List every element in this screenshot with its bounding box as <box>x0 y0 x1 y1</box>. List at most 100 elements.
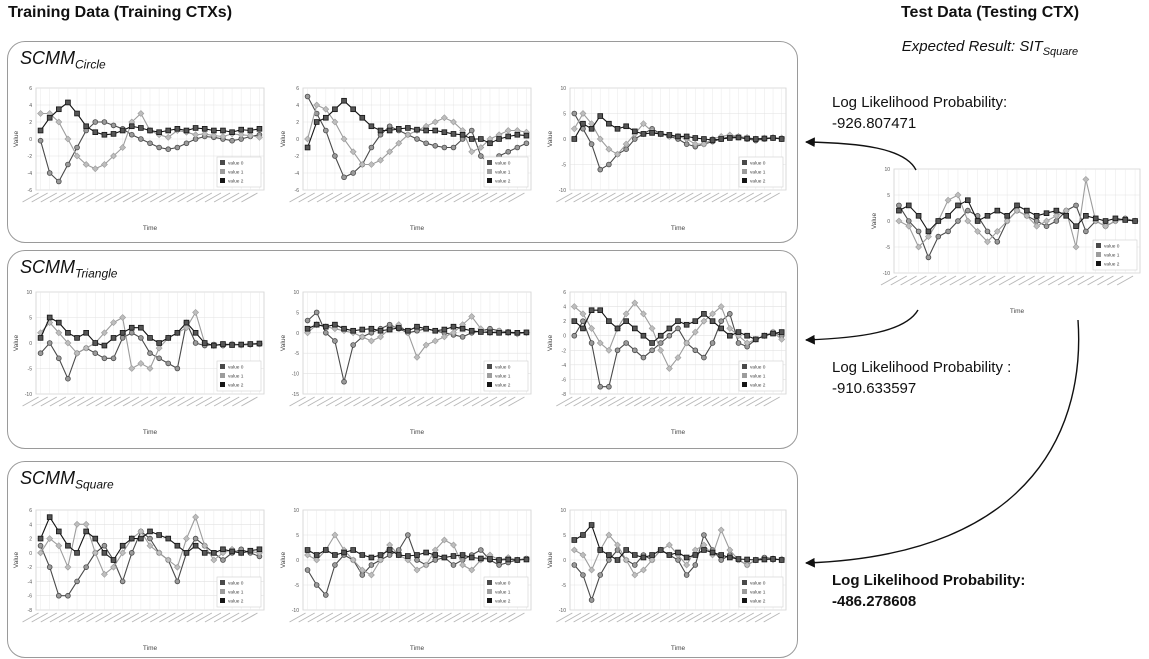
legend-entry: value 1 <box>228 374 244 380</box>
data-point <box>322 127 329 134</box>
data-point <box>717 526 725 534</box>
log-likelihood-label: Log Likelihood Probability : <box>832 359 1012 376</box>
data-point <box>588 307 595 314</box>
data-point <box>606 318 612 324</box>
data-point <box>138 335 144 341</box>
x-tick-label <box>307 612 325 623</box>
data-point <box>735 556 742 562</box>
data-point <box>468 554 475 561</box>
log-likelihood-square: Log Likelihood Probability: -486.278608 <box>832 570 1025 612</box>
arrow-to-square <box>805 319 1080 568</box>
data-point <box>110 557 117 563</box>
data-point <box>350 106 356 113</box>
training-data-title: Training Data (Training CTXs) <box>8 4 233 21</box>
data-point <box>674 354 682 361</box>
data-point <box>37 535 44 542</box>
data-point <box>110 152 117 160</box>
data-point <box>73 349 81 357</box>
x-tick-label <box>67 396 85 407</box>
y-tick-label: -10 <box>292 608 299 614</box>
data-point <box>220 546 226 553</box>
y-tick-label: 6 <box>296 86 299 92</box>
x-tick-label <box>204 192 222 203</box>
x-tick-label <box>435 612 452 623</box>
data-point <box>56 319 62 326</box>
data-point <box>174 578 181 585</box>
data-point <box>1082 175 1090 183</box>
data-point <box>37 335 44 341</box>
x-tick-label <box>389 396 407 407</box>
x-tick-label <box>508 612 525 623</box>
data-point <box>744 332 750 339</box>
data-point <box>128 535 135 542</box>
data-point <box>614 126 621 132</box>
data-point <box>386 148 394 156</box>
legend-entry: value 1 <box>228 170 244 176</box>
x-tick-label <box>711 192 729 203</box>
data-point <box>588 141 595 147</box>
legend-entry: value 2 <box>228 179 244 185</box>
x-tick-label <box>113 192 131 203</box>
data-point <box>405 327 411 334</box>
x-tick-label <box>122 612 140 623</box>
data-point <box>683 133 690 140</box>
y-tick-label: -5 <box>28 367 33 373</box>
data-point <box>340 135 348 143</box>
x-tick-label <box>462 396 480 407</box>
data-point <box>192 125 199 131</box>
data-point <box>640 310 647 318</box>
data-point <box>675 549 681 556</box>
data-point <box>37 137 44 144</box>
x-tick-label <box>949 275 967 286</box>
x-tick-label <box>508 192 525 203</box>
x-tick-label <box>720 612 737 623</box>
x-tick-label <box>177 192 194 203</box>
data-point <box>925 254 932 261</box>
data-point <box>432 127 439 134</box>
chart-svg: -8 -6 -4 -2 0 2 4 6 Value Time value 0 value 1 value… <box>13 508 265 652</box>
y-tick-label: 10 <box>293 290 299 296</box>
data-point <box>665 365 673 372</box>
log-likelihood-label: Log Likelihood Probability: <box>832 572 1026 589</box>
data-point <box>165 146 172 152</box>
x-axis-label: Time <box>143 645 158 652</box>
x-tick-label <box>453 192 470 203</box>
x-tick-label <box>499 192 516 203</box>
legend-swatch <box>220 589 225 594</box>
data-point <box>73 152 81 160</box>
data-point <box>514 144 521 151</box>
data-point <box>192 330 199 336</box>
data-point <box>450 118 457 126</box>
data-point <box>440 114 448 122</box>
x-tick-label <box>131 612 149 623</box>
x-tick-label <box>939 275 957 286</box>
x-tick-label <box>58 396 76 407</box>
data-point <box>341 549 347 556</box>
legend-entry: value 0 <box>750 365 766 371</box>
data-point <box>915 213 922 219</box>
data-point <box>174 126 181 132</box>
chart-triangle-3: -8 -6 -4 -2 0 2 4 6 Value Time value 0 value 1 value… <box>544 288 794 438</box>
x-tick-label <box>746 396 763 407</box>
data-point <box>974 218 981 224</box>
y-axis-label: Value <box>871 213 878 230</box>
data-point <box>468 566 476 574</box>
x-axis-label: Time <box>671 429 686 436</box>
data-point <box>778 557 785 563</box>
x-tick-label <box>694 192 711 203</box>
data-point <box>46 114 53 121</box>
x-tick-label <box>325 612 343 623</box>
chart-circle-3: -10 -5 0 5 10 Value Time value 0 value 1 value 2 <box>544 84 794 234</box>
x-tick-label <box>380 612 398 623</box>
y-tick-label: 4 <box>563 305 566 311</box>
data-point <box>201 130 209 138</box>
data-point <box>571 318 578 324</box>
data-point <box>649 552 655 558</box>
data-point <box>683 339 691 347</box>
data-point <box>580 572 586 578</box>
data-point <box>459 131 466 138</box>
data-point <box>954 191 962 199</box>
y-tick-label: 5 <box>563 112 566 118</box>
x-tick-label <box>633 192 651 203</box>
